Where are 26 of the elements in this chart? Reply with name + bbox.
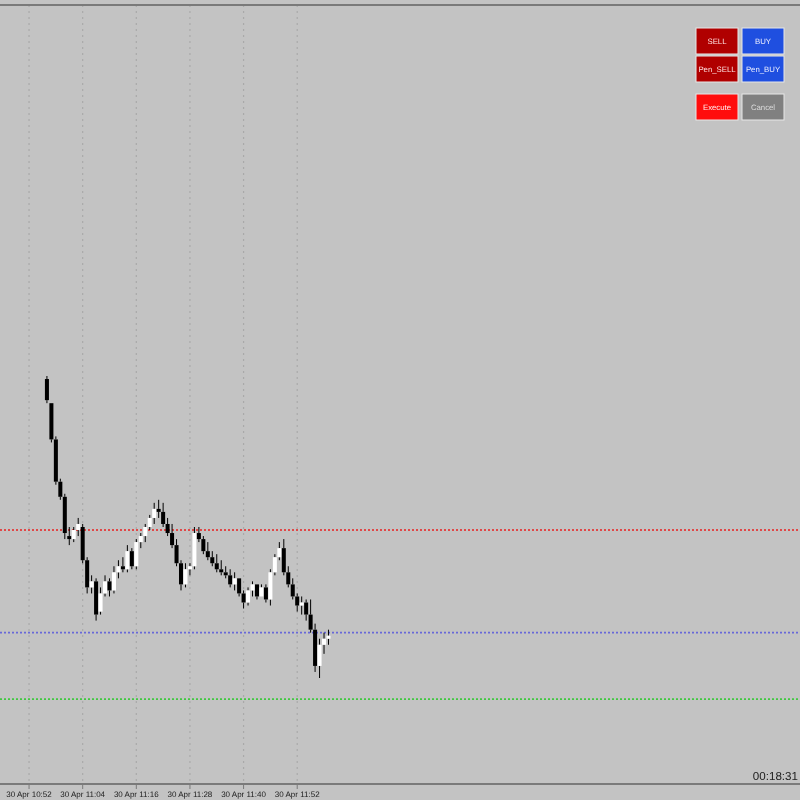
candlestick [129,547,134,570]
candlestick [299,595,304,616]
candlestick [210,550,215,567]
candlestick [134,538,139,570]
candlestick [156,499,161,519]
candlestick [192,526,197,570]
candlestick [143,523,148,543]
candlestick [205,541,210,561]
candlestick [246,586,251,607]
candlestick [259,583,264,597]
candlestick [44,375,49,404]
candlestick [326,629,331,646]
candlestick [201,535,206,555]
candlestick [183,562,188,588]
candlestick [223,565,228,579]
candlestick [152,502,157,525]
candlestick [125,544,130,573]
candlestick [111,565,116,594]
candlestick [94,577,99,622]
candlestick [219,559,224,576]
candlestick [232,571,237,591]
candlestick [214,553,219,573]
candlestick [228,568,233,588]
candlestick [161,502,166,528]
candlestick [254,584,259,600]
candlestick [71,526,76,543]
